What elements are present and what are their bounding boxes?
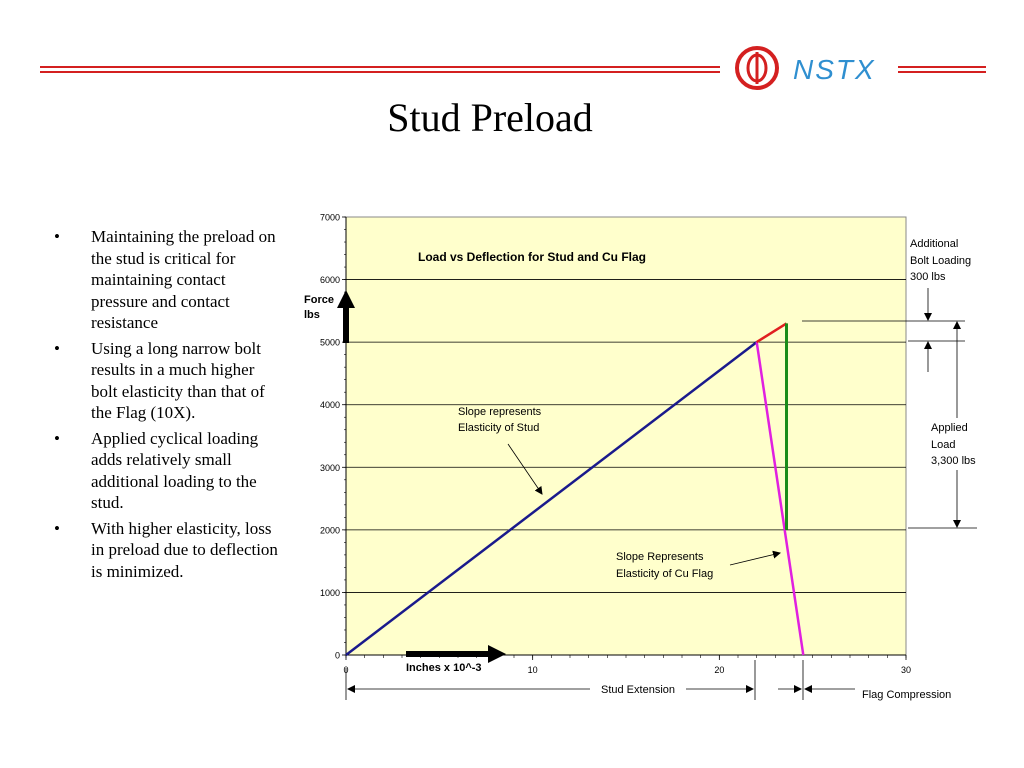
series-line-1	[755, 341, 805, 656]
flag-slope-pointer	[729, 550, 781, 566]
flag-slope-line2: Elasticity of Cu Flag	[616, 568, 713, 580]
stud-extension-label: Stud Extension	[601, 684, 675, 696]
series-line-2	[756, 322, 788, 344]
header-rule-left-1	[40, 66, 720, 68]
logo-text: NSTX	[793, 54, 876, 85]
applied-load-label: Applied Load 3,300 lbs	[931, 422, 976, 467]
nstx-logo: NSTX	[735, 46, 876, 90]
header-rule-right-1	[898, 66, 986, 68]
x-tick-label: 20	[714, 665, 724, 675]
additional-line1: Additional	[910, 238, 958, 250]
stud-slope-line1: Slope represents	[458, 406, 542, 418]
y-tick-label: 0	[335, 651, 340, 661]
applied-line1: Applied	[931, 422, 968, 434]
applied-line2: Load	[931, 439, 955, 451]
bullet-text: Maintaining the preload on the stud is c…	[91, 227, 276, 332]
inches-arrow-head	[488, 645, 506, 663]
y-tick-label: 7000	[320, 213, 340, 223]
additional-line2: Bolt Loading	[910, 255, 971, 267]
chart-title: Load vs Deflection for Stud and Cu Flag	[418, 250, 646, 264]
additional-loading-label: Additional Bolt Loading 300 lbs	[910, 238, 971, 283]
force-label-line1: Force	[304, 294, 334, 306]
header-rule-left-2	[40, 71, 720, 73]
header-rule-right-2	[898, 71, 986, 73]
bullet-text: Using a long narrow bolt results in a mu…	[91, 338, 265, 423]
bullet-text: Applied cyclical loading adds relatively…	[91, 428, 259, 513]
y-tick-label: 1000	[320, 588, 340, 598]
flag-slope-line1: Slope Represents	[616, 551, 704, 563]
x-tick-label: 30	[901, 665, 911, 675]
y-tick-label: 5000	[320, 338, 340, 348]
y-tick-label: 4000	[320, 400, 340, 410]
bullet-dot: •	[54, 518, 60, 538]
force-label: Force lbs	[304, 294, 334, 321]
bullet-text: With higher elasticity, loss in preload …	[91, 518, 278, 581]
plot-area	[345, 216, 907, 656]
stud-slope-label: Slope represents Elasticity of Stud	[458, 406, 542, 434]
y-tick-label: 6000	[320, 275, 340, 285]
bullet-dot: •	[54, 428, 60, 448]
y-tick-label: 3000	[320, 463, 340, 473]
applied-line3: 3,300 lbs	[931, 455, 976, 467]
y-tick-label: 2000	[320, 525, 340, 535]
bullet-dot: •	[54, 338, 60, 358]
bullet-dot: •	[54, 227, 60, 246]
slide-title: Stud Preload	[387, 95, 593, 140]
stud-slope-pointer	[507, 443, 543, 495]
force-arrow-head	[337, 290, 355, 308]
stud-slope-line2: Elasticity of Stud	[458, 422, 539, 434]
force-label-line2: lbs	[304, 309, 320, 321]
inches-label: Inches x 10^-3	[406, 662, 482, 674]
bullet-item: • Applied cyclical loading adds relativel…	[50, 428, 282, 514]
flag-slope-label: Slope Represents Elasticity of Cu Flag	[616, 551, 713, 580]
bullet-item: • With higher elasticity, loss in preload…	[50, 518, 282, 583]
bullet-item: • Maintaining the preload on the stud is …	[50, 226, 282, 334]
bullet-item: • Using a long narrow bolt results in a m…	[50, 338, 282, 424]
additional-line3: 300 lbs	[910, 271, 946, 283]
x-tick-label: 10	[528, 665, 538, 675]
series-line-0	[345, 341, 758, 656]
bullet-list: • Maintaining the preload on the stud is …	[50, 226, 282, 586]
flag-compression-label: Flag Compression	[862, 689, 951, 701]
